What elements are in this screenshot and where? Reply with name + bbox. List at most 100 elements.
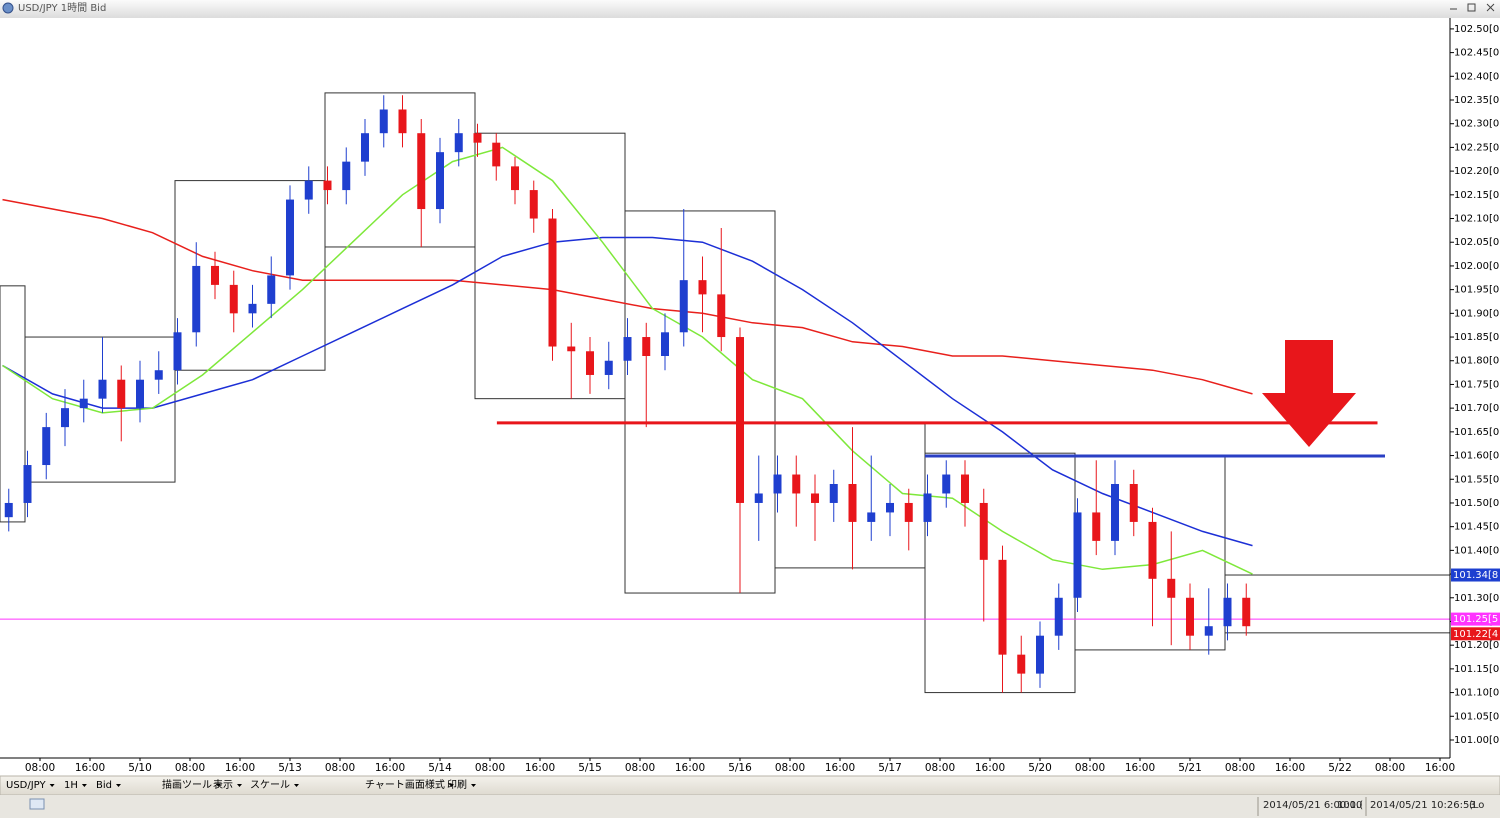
candle-body — [304, 180, 313, 200]
status-text: 2014/05/21 6:00:00 — [1263, 800, 1362, 811]
x-tick-label: 5/16 — [728, 762, 752, 774]
candle-body — [773, 474, 782, 494]
window-buttons[interactable] — [1450, 3, 1495, 12]
toolbar-item[interactable]: 1H — [64, 780, 78, 791]
y-tick-label: 101.15[0] — [1454, 664, 1500, 675]
candle-body — [23, 465, 32, 503]
dropdown-caret — [116, 784, 121, 787]
status-text: 2014/05/21 10:26:53 — [1370, 800, 1476, 811]
moving-average — [2, 146, 1253, 575]
window-title: USD/JPY 1時間 Bid — [18, 2, 106, 14]
candle-body — [42, 427, 51, 466]
candle-body — [361, 133, 369, 162]
candle-body — [436, 152, 444, 210]
moving-average — [2, 198, 1253, 395]
price-label-box — [1451, 568, 1500, 582]
candle-body — [942, 474, 951, 494]
candle-body — [604, 360, 613, 375]
y-tick-label: 101.55[0] — [1454, 474, 1500, 485]
status-text: 101.( — [1337, 800, 1363, 811]
candle-body — [342, 161, 351, 191]
x-tick-label: 5/13 — [278, 762, 302, 774]
candle-body — [567, 346, 576, 352]
candle-body — [679, 280, 688, 333]
candle-body — [492, 142, 501, 167]
range-box — [624, 210, 776, 594]
x-tick-label: 08:00 — [175, 762, 205, 774]
candle-body — [1204, 626, 1213, 636]
candle-body — [1167, 578, 1176, 598]
x-tick-label: 5/15 — [578, 762, 602, 774]
y-tick-label: 101.60[0] — [1454, 451, 1500, 462]
x-tick-label: 08:00 — [775, 762, 805, 774]
x-tick-label: 08:00 — [1375, 762, 1405, 774]
candle-body — [586, 351, 594, 375]
candle-body — [829, 483, 838, 503]
candle-body — [1111, 483, 1119, 541]
y-tick-label: 102.15[0] — [1454, 190, 1500, 201]
candle-body — [192, 265, 201, 333]
toolbar-item[interactable]: 描画ツール — [162, 778, 212, 791]
candle-body — [1073, 512, 1082, 598]
candle-body — [717, 294, 726, 338]
y-tick-label: 101.85[0] — [1454, 332, 1500, 343]
toolbar-item[interactable]: USD/JPY — [6, 780, 46, 791]
price-label-box — [1451, 612, 1500, 626]
toolbar-item[interactable]: チャート画面様式 — [365, 778, 445, 791]
x-tick-label: 5/14 — [428, 762, 452, 774]
x-tick-label: 08:00 — [625, 762, 655, 774]
y-tick-label: 101.00[0] — [1454, 735, 1500, 746]
range-box — [174, 180, 326, 371]
status-text: (Lo — [1469, 800, 1484, 811]
toolbar-item[interactable]: 印刷 — [447, 779, 467, 791]
y-tick-label: 101.50[0] — [1454, 498, 1500, 509]
x-tick-label: 16:00 — [375, 762, 405, 774]
candle-body — [1036, 635, 1044, 674]
x-tick-label: 08:00 — [1075, 762, 1105, 774]
down-arrow — [1262, 340, 1356, 447]
candle-body — [286, 199, 294, 276]
candle-body — [811, 493, 819, 503]
x-tick-label: 08:00 — [25, 762, 55, 774]
candle-body — [1223, 597, 1232, 627]
price-label: 101.22[4 — [1453, 629, 1498, 640]
candle-body — [904, 502, 913, 522]
x-tick-label: 16:00 — [525, 762, 555, 774]
candle-body — [154, 370, 163, 380]
candle-body — [1186, 597, 1194, 636]
x-tick-label: 08:00 — [475, 762, 505, 774]
range-box — [24, 336, 176, 483]
x-tick-label: 16:00 — [1125, 762, 1155, 774]
x-tick-label: 5/22 — [1328, 762, 1352, 774]
candle-body — [136, 379, 144, 409]
toolbar-item[interactable]: 表示 — [213, 778, 233, 791]
y-tick-label: 102.30[0] — [1454, 119, 1500, 130]
candle-body — [529, 190, 538, 219]
y-tick-label: 101.90[0] — [1454, 308, 1500, 319]
candle-body — [511, 166, 519, 191]
candle-body — [1092, 512, 1101, 541]
dropdown-caret — [294, 784, 299, 787]
candle-body — [979, 502, 988, 560]
price-label: 101.34[8 — [1453, 570, 1498, 581]
candle-body — [848, 483, 857, 522]
y-tick-label: 101.05[0] — [1454, 711, 1500, 722]
y-tick-label: 101.45[0] — [1454, 522, 1500, 533]
scroll-button[interactable] — [29, 798, 45, 810]
candle-body — [98, 379, 107, 399]
y-tick-label: 101.75[0] — [1454, 379, 1500, 390]
y-tick-label: 101.95[0] — [1454, 285, 1500, 296]
plot — [0, 92, 1451, 694]
x-tick-label: 5/17 — [878, 762, 902, 774]
candle-body — [417, 133, 426, 210]
candle-body — [379, 109, 388, 134]
y-tick-label: 102.35[0] — [1454, 95, 1500, 106]
dropdown-caret — [448, 784, 454, 787]
candle-body — [323, 180, 332, 191]
candle-body — [1054, 597, 1063, 636]
candle-body — [754, 493, 763, 503]
candle-body — [4, 502, 13, 518]
toolbar-item[interactable]: Bid — [96, 780, 112, 791]
toolbar-item[interactable]: スケール — [250, 779, 290, 791]
y-tick-label: 101.70[0] — [1454, 403, 1500, 414]
